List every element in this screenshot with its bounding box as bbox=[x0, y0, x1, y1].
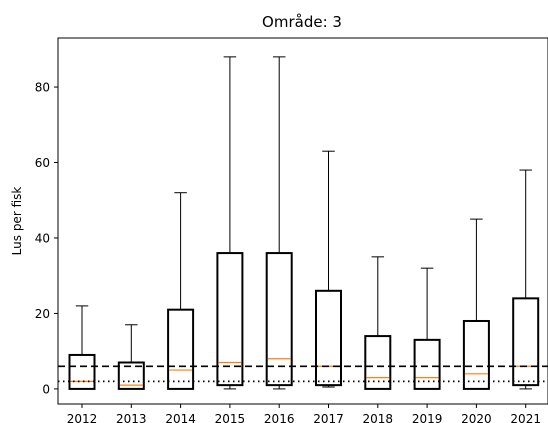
x-tick-label: 2020 bbox=[461, 412, 492, 423]
y-axis-label: Lus per fisk bbox=[10, 187, 24, 256]
x-tick-label: 2016 bbox=[264, 412, 295, 423]
box-iqr bbox=[265, 252, 293, 387]
x-tick-label: 2018 bbox=[363, 412, 394, 423]
box-2017 bbox=[315, 150, 342, 388]
box-2019 bbox=[413, 267, 441, 390]
y-tick-label: 20 bbox=[35, 307, 50, 321]
box-iqr bbox=[315, 289, 342, 387]
x-tick-label: 2014 bbox=[165, 412, 196, 423]
x-tick-label: 2019 bbox=[412, 412, 443, 423]
box-iqr bbox=[413, 338, 441, 390]
box-iqr bbox=[167, 308, 195, 390]
box-iqr bbox=[216, 252, 244, 387]
x-tick-label: 2013 bbox=[116, 412, 147, 423]
box-2021 bbox=[512, 169, 540, 390]
plot-frame bbox=[57, 37, 548, 405]
box-2020 bbox=[462, 218, 490, 390]
box-2012 bbox=[68, 305, 96, 390]
y-tick-label: 40 bbox=[35, 231, 50, 245]
y-tick-label: 80 bbox=[35, 81, 50, 95]
box-iqr bbox=[364, 335, 392, 390]
x-tick-label: 2021 bbox=[510, 412, 541, 423]
x-tick-label: 2015 bbox=[215, 412, 246, 423]
y-tick-label: 60 bbox=[35, 156, 50, 170]
box-2014 bbox=[167, 192, 195, 390]
box-iqr bbox=[68, 353, 96, 390]
y-tick-label: 0 bbox=[42, 382, 50, 396]
chart-title: Område: 3 bbox=[262, 13, 342, 31]
box-2016 bbox=[265, 56, 293, 390]
box-2018 bbox=[364, 256, 392, 390]
box-2015 bbox=[216, 56, 244, 390]
x-tick-label: 2017 bbox=[313, 412, 344, 423]
box-iqr bbox=[512, 297, 540, 387]
box-2013 bbox=[117, 324, 145, 390]
x-tick-label: 2012 bbox=[67, 412, 98, 423]
box-iqr bbox=[117, 361, 145, 390]
plot-area bbox=[58, 56, 548, 390]
box-iqr bbox=[462, 319, 490, 390]
